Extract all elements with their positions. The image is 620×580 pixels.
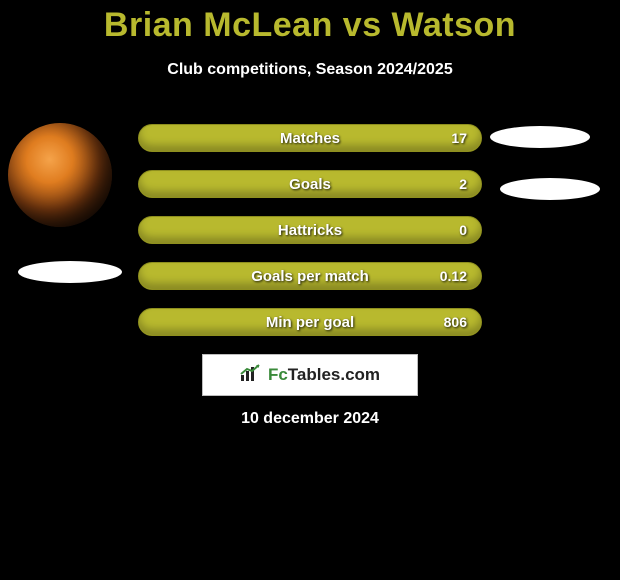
stat-value: 17 bbox=[451, 125, 467, 151]
stat-label: Goals per match bbox=[139, 263, 481, 289]
player-left-shadow bbox=[18, 261, 122, 283]
stat-bar-matches: Matches 17 bbox=[138, 124, 482, 152]
page-title: Brian McLean vs Watson bbox=[0, 0, 620, 45]
stat-label: Goals bbox=[139, 171, 481, 197]
brand-prefix: Fc bbox=[268, 365, 288, 384]
stat-label: Matches bbox=[139, 125, 481, 151]
brand-link[interactable]: FcTables.com bbox=[202, 354, 418, 396]
stat-bar-min-per-goal: Min per goal 806 bbox=[138, 308, 482, 336]
player-right-shadow-1 bbox=[490, 126, 590, 148]
stat-label: Min per goal bbox=[139, 309, 481, 335]
stat-bar-goals: Goals 2 bbox=[138, 170, 482, 198]
stat-value: 2 bbox=[459, 171, 467, 197]
date-text: 10 december 2024 bbox=[0, 410, 620, 428]
brand-text: FcTables.com bbox=[268, 365, 380, 385]
player-right-shadow-2 bbox=[500, 178, 600, 200]
brand-chart-icon bbox=[240, 364, 262, 387]
stat-value: 0.12 bbox=[440, 263, 467, 289]
page-subtitle: Club competitions, Season 2024/2025 bbox=[0, 61, 620, 79]
player-left-avatar bbox=[8, 123, 112, 227]
stat-bar-hattricks: Hattricks 0 bbox=[138, 216, 482, 244]
brand-suffix: Tables.com bbox=[288, 365, 380, 384]
stat-label: Hattricks bbox=[139, 217, 481, 243]
stat-bar-goals-per-match: Goals per match 0.12 bbox=[138, 262, 482, 290]
stats-bars: Matches 17 Goals 2 Hattricks 0 Goals per… bbox=[138, 124, 482, 354]
stat-value: 806 bbox=[444, 309, 467, 335]
stat-value: 0 bbox=[459, 217, 467, 243]
